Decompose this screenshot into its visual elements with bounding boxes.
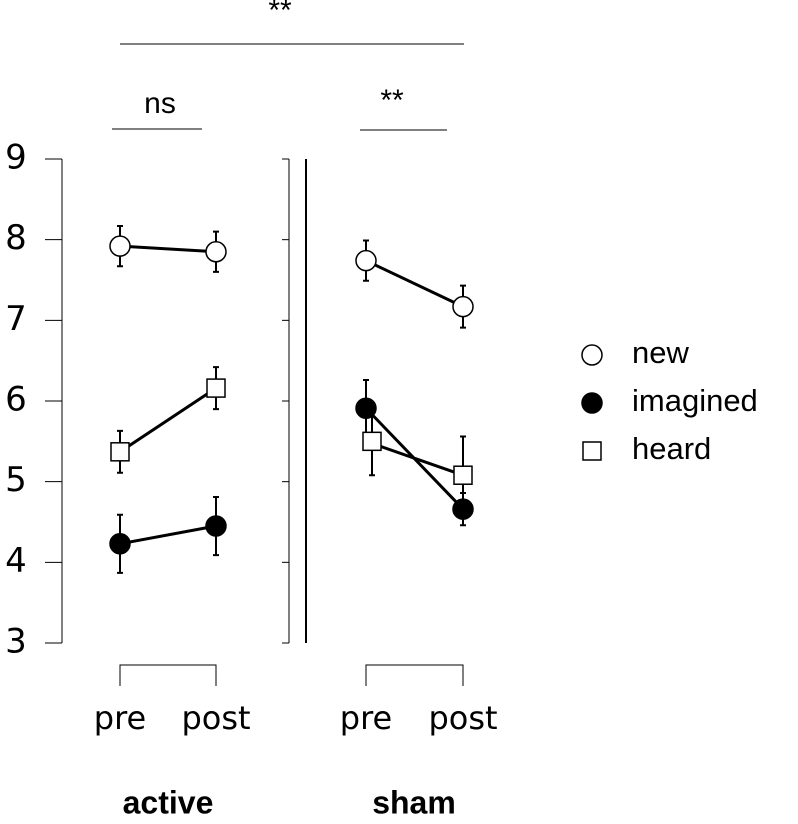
y-tick-label: 3 <box>5 622 27 662</box>
x-tick-label: pre <box>94 699 146 737</box>
point <box>453 465 473 485</box>
series-line <box>365 439 464 477</box>
point <box>452 295 474 318</box>
y-tick-label: 8 <box>5 218 27 258</box>
point <box>109 235 131 257</box>
series-line <box>119 244 217 254</box>
significance-label: ns <box>144 87 176 120</box>
x-tick-label: pre <box>340 699 392 737</box>
x-axis <box>365 664 464 686</box>
legend-marker <box>581 392 603 414</box>
legend-label: new <box>632 335 689 370</box>
series-line <box>119 524 217 546</box>
legend-label: heard <box>632 431 711 466</box>
y-tick-label: 5 <box>5 460 27 500</box>
point <box>205 241 227 263</box>
point <box>362 431 382 452</box>
x-tick-label: post <box>181 699 250 737</box>
panel-label: sham <box>372 784 456 820</box>
y-tick-label: 6 <box>5 380 27 420</box>
point <box>206 378 226 398</box>
point <box>355 249 377 272</box>
y-tick-label: 7 <box>5 299 27 339</box>
point <box>205 515 227 537</box>
panel-label: active <box>123 784 214 820</box>
series-line <box>365 259 464 308</box>
y-tick-label: 4 <box>5 541 27 581</box>
point <box>109 533 131 555</box>
x-axis <box>119 664 217 686</box>
legend-label: imagined <box>632 383 758 418</box>
x-tick-label: post <box>428 699 497 737</box>
legend-marker <box>581 344 603 366</box>
significance-label: ** <box>380 84 404 117</box>
series-line <box>119 386 217 454</box>
significance-label: ** <box>268 0 292 27</box>
point <box>110 442 130 462</box>
y-tick-label: 9 <box>5 138 27 178</box>
legend-marker <box>582 441 602 461</box>
